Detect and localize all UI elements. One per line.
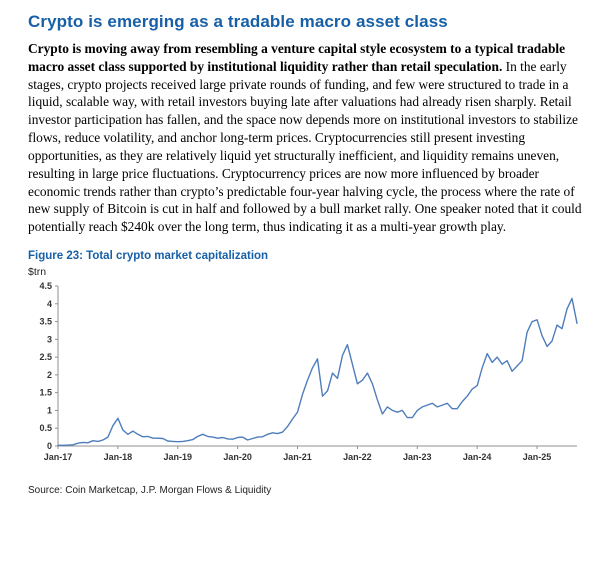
svg-text:3: 3: [47, 334, 52, 344]
svg-text:2: 2: [47, 370, 52, 380]
svg-text:4.5: 4.5: [39, 281, 52, 291]
svg-text:Jan-23: Jan-23: [403, 452, 432, 462]
svg-text:Jan-19: Jan-19: [164, 452, 193, 462]
svg-text:1.5: 1.5: [39, 388, 52, 398]
crypto-market-cap-chart: 0 0.5 1 1.5 2 2.5 3 3.5 4 4.5 Jan-17 Jan-18 Jan-19 Ja…: [28, 280, 585, 481]
svg-text:1: 1: [47, 406, 52, 416]
svg-text:4: 4: [47, 299, 52, 309]
source-note: Source: Coin Marketcap, J.P. Morgan Flow…: [28, 485, 272, 497]
svg-text:3.5: 3.5: [39, 317, 52, 327]
body-paragraph: Crypto is moving away from resembling a …: [28, 40, 585, 236]
svg-text:Jan-21: Jan-21: [283, 452, 312, 462]
svg-text:Jan-24: Jan-24: [463, 452, 492, 462]
svg-text:0: 0: [47, 441, 52, 451]
y-axis-unit-label: $trn: [28, 266, 47, 279]
report-page: Crypto is emerging as a tradable macro a…: [28, 12, 585, 497]
paragraph-continuation: In the early stages, crypto projects rec…: [28, 58, 582, 235]
lead-sentence: Crypto is moving away from resembling a …: [28, 41, 566, 74]
svg-text:Jan-25: Jan-25: [523, 452, 552, 462]
line-chart-svg: 0 0.5 1 1.5 2 2.5 3 3.5 4 4.5 Jan-17 Jan-18 Jan-19 Ja…: [39, 281, 578, 462]
page-title: Crypto is emerging as a tradable macro a…: [28, 12, 448, 31]
svg-text:Jan-22: Jan-22: [343, 452, 372, 462]
svg-text:Jan-20: Jan-20: [223, 452, 252, 462]
svg-text:Jan-17: Jan-17: [44, 452, 73, 462]
svg-text:Jan-18: Jan-18: [104, 452, 133, 462]
figure-caption: Figure 23: Total crypto market capitaliz…: [28, 250, 269, 263]
svg-text:2.5: 2.5: [39, 352, 52, 362]
svg-text:0.5: 0.5: [39, 423, 52, 433]
